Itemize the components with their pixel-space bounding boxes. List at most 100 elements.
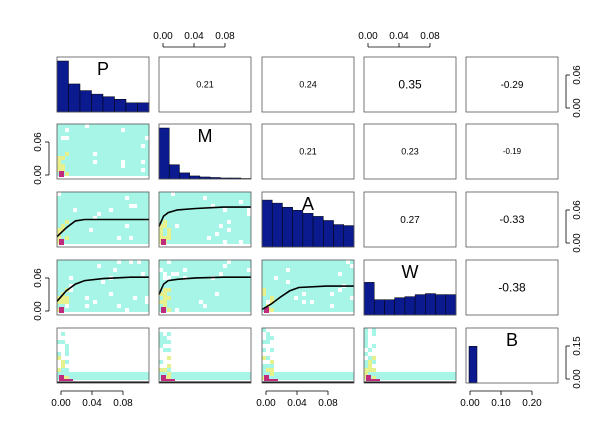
density-tile [199,260,203,264]
density-tile [109,200,113,204]
density-tile [179,196,183,200]
density-tile [247,284,251,288]
density-tile [137,168,141,172]
density-tile [179,200,183,204]
density-tile [243,212,247,216]
density-tile [77,124,81,128]
density-tile [93,216,97,220]
density-tile [73,232,77,236]
density-tile [199,268,203,272]
density-tile [203,376,207,380]
density-tile [243,296,247,300]
density-tile [133,200,137,204]
density-tile [227,216,231,220]
density-tile [306,272,310,276]
density-tile [145,172,149,176]
density-tile [57,144,61,148]
density-tile [65,124,69,128]
density-tile [105,284,109,288]
density-tile [117,280,121,284]
density-tile [101,136,105,140]
density-tile [207,204,211,208]
density-tile [97,268,101,272]
density-tile [364,340,368,344]
density-tile [219,264,223,268]
density-tile [215,372,219,376]
density-tile [73,172,77,176]
density-tile [203,308,207,312]
density-tile [109,136,113,140]
density-tile [207,300,211,304]
density-tile [129,372,133,376]
density-tile [85,164,89,168]
density-tile [113,268,117,272]
density-tile [133,292,137,296]
density-tile [191,224,195,228]
density-tile [239,280,243,284]
density-tile [286,376,290,380]
density-tile [141,264,145,268]
density-tile [89,272,93,276]
density-tile [113,152,117,156]
density-tile [141,296,145,300]
density-tile [167,292,171,296]
density-tile [137,208,141,212]
density-tile [262,368,266,372]
density-tile [203,200,207,204]
density-tile [223,268,227,272]
density-tile [346,372,350,376]
density-tile [219,208,223,212]
density-tile [207,296,211,300]
density-tile [117,224,121,228]
density-tile [342,268,346,272]
density-peak [264,375,269,381]
density-tile [105,280,109,284]
density-tile [183,240,187,244]
histogram-bar [343,225,355,248]
density-tile [105,224,109,228]
panel-frame [261,191,355,248]
density-tile [97,288,101,292]
tick-label: 0.20 [522,398,542,409]
density-tile [133,204,137,208]
correlation-value: -0.29 [501,80,524,91]
density-tile [101,148,105,152]
density-tile [175,292,179,296]
density-tile [235,296,239,300]
density-tile [105,156,109,160]
axis-top: 0.00 0.04 0.08 [153,31,235,48]
density-tile [239,216,243,220]
density-tile [167,268,171,272]
density-tile [223,240,227,244]
density-tile [322,296,326,300]
density-tile [195,264,199,268]
density-tile [121,220,125,224]
density-tile [89,132,93,136]
density-tile [97,196,101,200]
density-tile [342,276,346,280]
density-tile [171,264,175,268]
density-tile [81,308,85,312]
density-tile [61,236,65,240]
density-tile [121,140,125,144]
density-tile [444,372,448,376]
density-tile [85,280,89,284]
density-tile [125,200,129,204]
density-tile [163,212,167,216]
density-tile [215,204,219,208]
density-tile [137,196,141,200]
density-tile [183,196,187,200]
density-tile [129,168,133,172]
density-tile [223,192,227,196]
density-tile [117,296,121,300]
density-tile [179,272,183,276]
density-tile [159,344,163,348]
density-tile [306,376,310,380]
density-tile [105,172,109,176]
density-tile [85,300,89,304]
density-tile [278,292,282,296]
density-tile [65,296,69,300]
density-tile [113,280,117,284]
density-tile [133,372,137,376]
density-tile [183,296,187,300]
